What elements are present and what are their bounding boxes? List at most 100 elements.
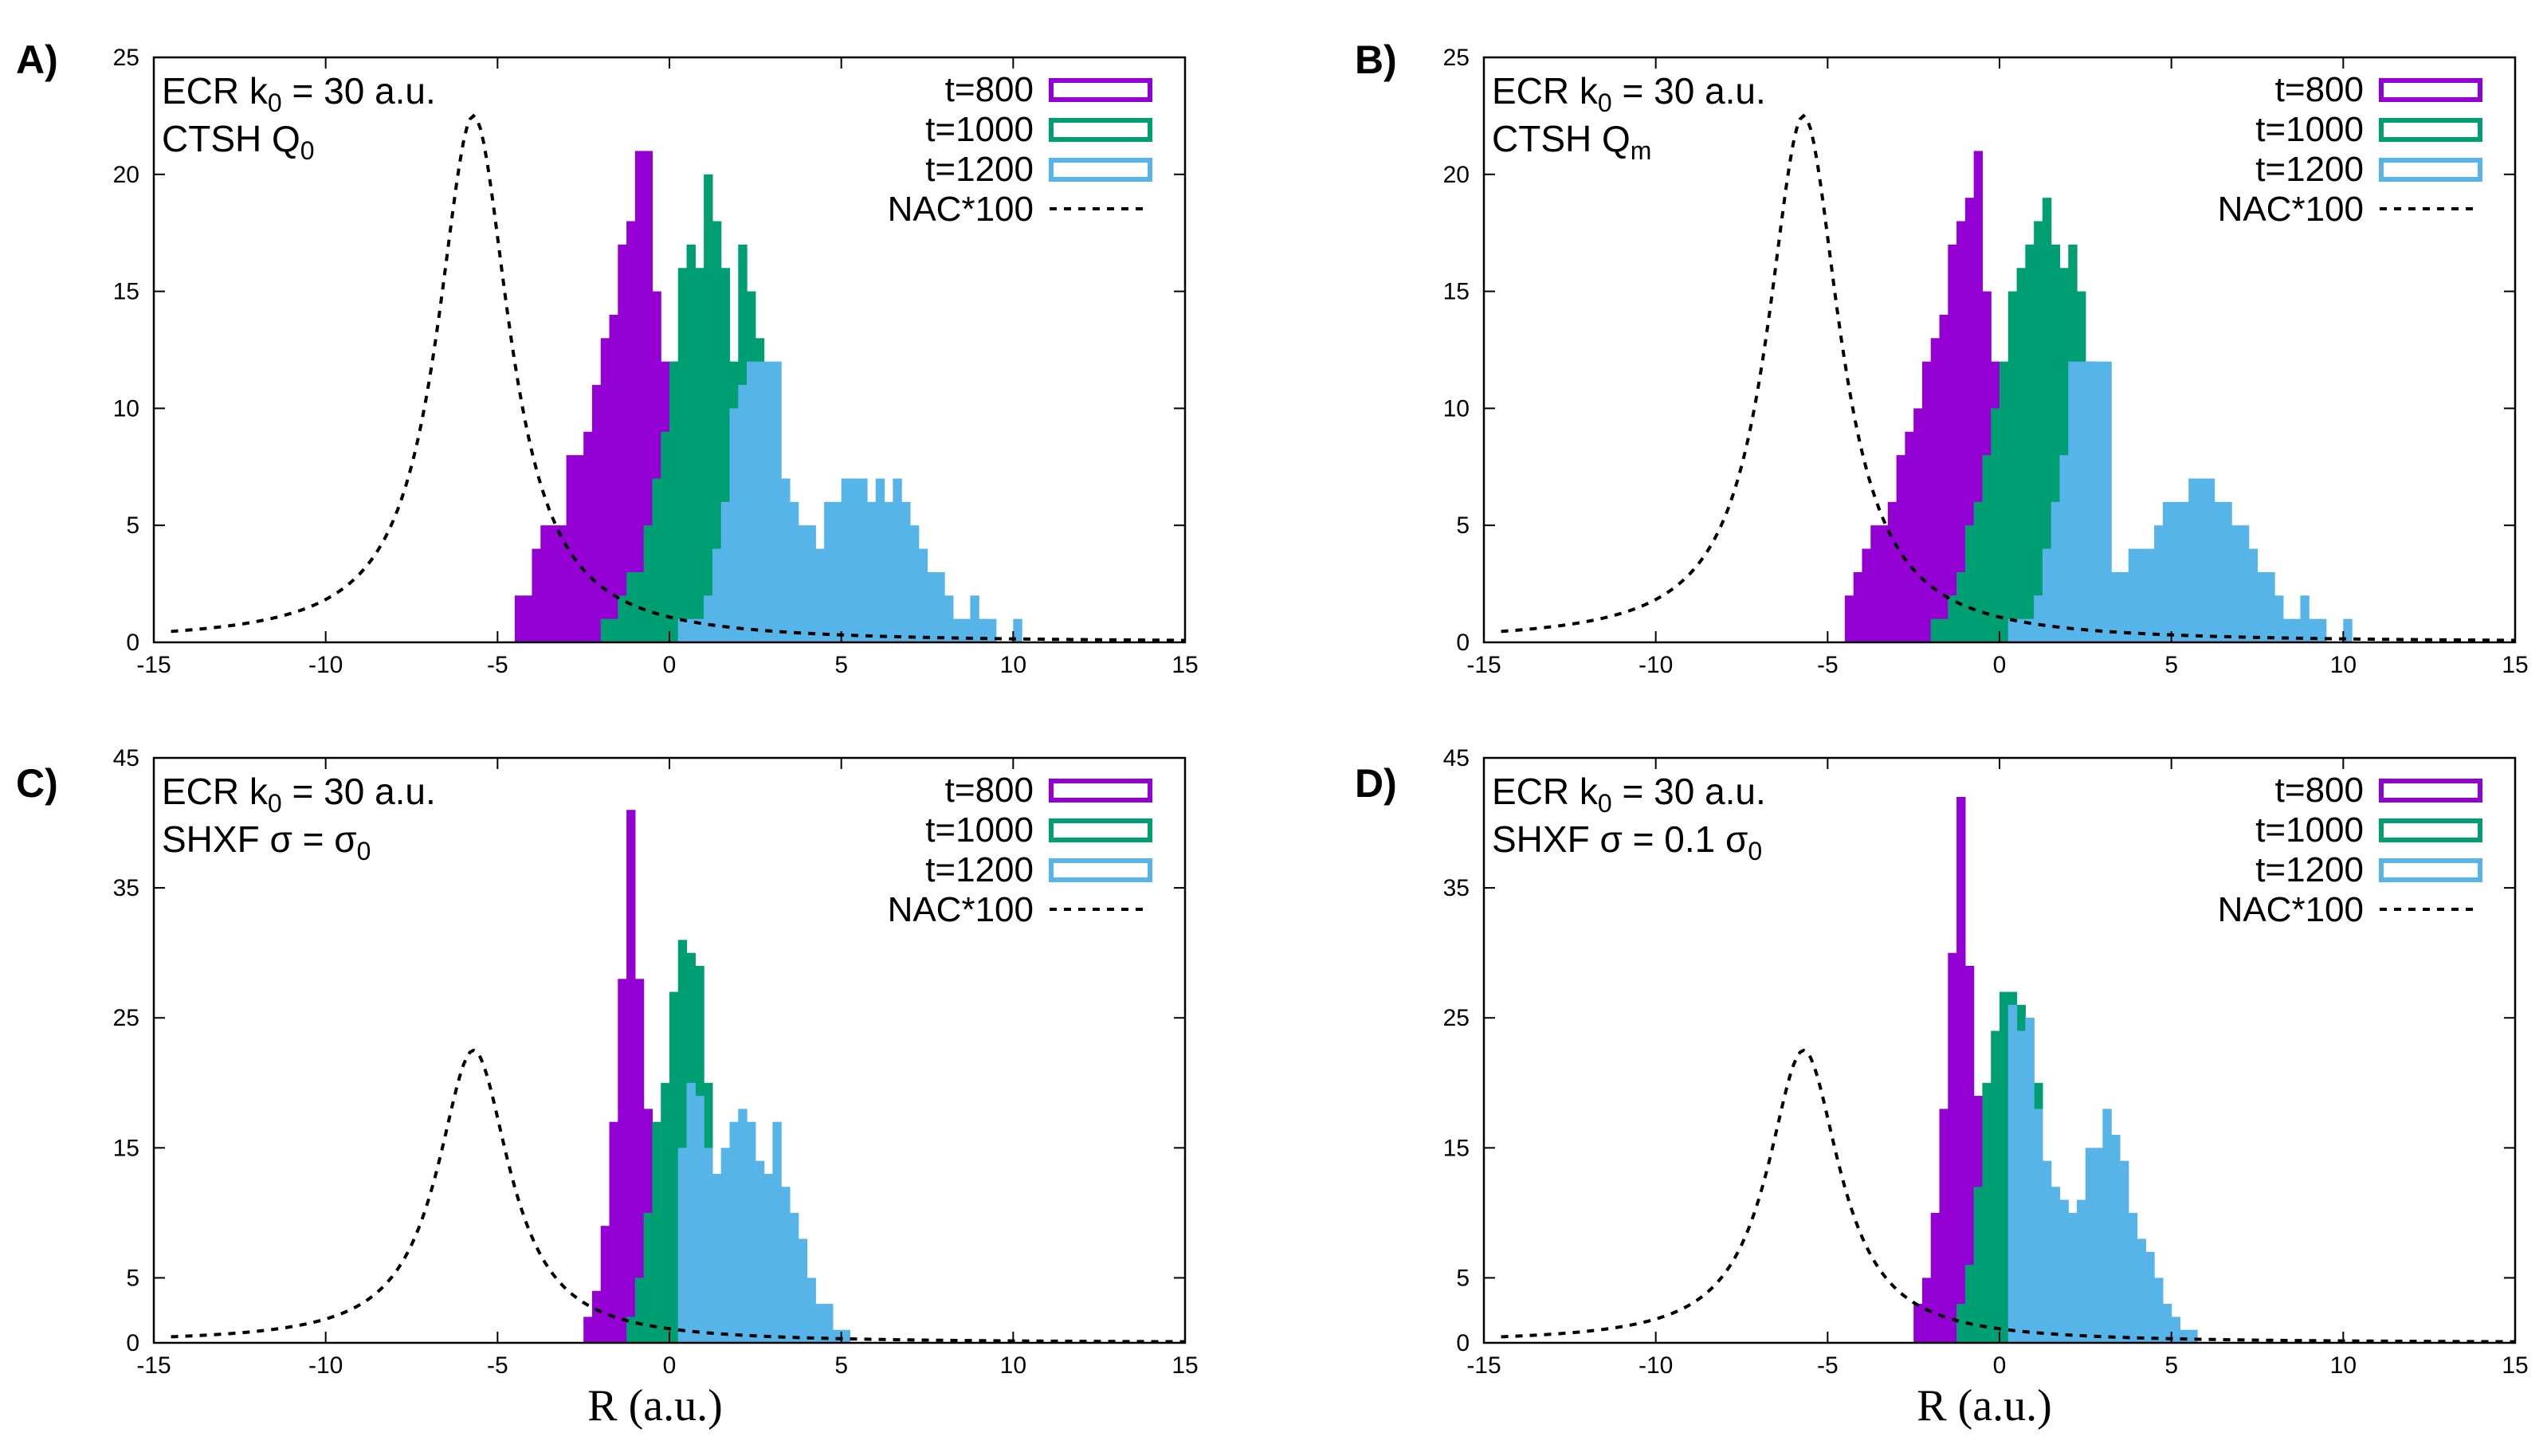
histogram-bar bbox=[2111, 571, 2121, 642]
histogram-bar bbox=[618, 979, 627, 1343]
series-t=1200 bbox=[677, 1082, 851, 1343]
histogram-bar bbox=[669, 991, 679, 1343]
series-t=1200 bbox=[677, 361, 1022, 642]
histogram-bar bbox=[2274, 595, 2284, 642]
histogram-bar bbox=[2007, 1004, 2018, 1343]
legend-swatch bbox=[1049, 858, 1152, 882]
y-tick-label: 15 bbox=[113, 1135, 139, 1161]
histogram-bar bbox=[2051, 1187, 2061, 1343]
legend-label: t=800 bbox=[945, 771, 1034, 810]
x-tick-label: -5 bbox=[487, 652, 508, 678]
y-tick-label: 0 bbox=[1456, 630, 1470, 656]
x-tick-label: 10 bbox=[2330, 1352, 2357, 1379]
histogram-bar bbox=[1939, 1109, 1949, 1343]
panel-letter: C) bbox=[16, 761, 58, 806]
legend-label: NAC*100 bbox=[2218, 190, 2364, 229]
histogram-bar bbox=[763, 361, 773, 642]
histogram-bar bbox=[2171, 1317, 2181, 1343]
x-tick-label: 10 bbox=[2330, 652, 2357, 678]
nac-curve bbox=[171, 113, 1186, 642]
histogram-bar bbox=[1913, 1304, 1923, 1343]
histogram-bar bbox=[652, 478, 661, 642]
histogram-bar bbox=[626, 571, 636, 642]
panel-d: D) -15 -10 -5 0 5 10 15 0 5 15 25 35 45 ECR k0 = 30 a.… bbox=[1355, 745, 2529, 1379]
histogram-bar bbox=[2000, 991, 2009, 1343]
histogram-bar bbox=[677, 940, 688, 1343]
x-tick-label: -15 bbox=[136, 1352, 171, 1379]
histogram-bar bbox=[875, 478, 885, 642]
annotation-line-2: SHXF σ = σ0 bbox=[162, 818, 371, 865]
legend-swatch bbox=[1049, 158, 1152, 182]
y-tick-label: 20 bbox=[113, 162, 139, 188]
histogram-bar bbox=[2000, 361, 2009, 642]
histogram-bar bbox=[2051, 501, 2061, 642]
histogram-bar bbox=[815, 1304, 825, 1343]
histogram-bar bbox=[540, 525, 550, 642]
x-tick-label: 5 bbox=[834, 652, 848, 678]
histogram-bar bbox=[1973, 501, 1984, 642]
annotation-line-2: SHXF σ = 0.1 σ0 bbox=[1492, 818, 1762, 865]
x-tick-label: 15 bbox=[1171, 1352, 1198, 1379]
annotation-line-2: CTSH Q0 bbox=[162, 118, 315, 165]
histogram-bar bbox=[634, 151, 645, 642]
y-tick-label: 15 bbox=[113, 279, 139, 305]
histogram-bar bbox=[609, 618, 618, 642]
histogram-bar bbox=[944, 595, 954, 642]
histogram-bar bbox=[2042, 548, 2052, 642]
histogram-bar bbox=[738, 1109, 748, 1343]
histogram-bar bbox=[952, 618, 963, 642]
histogram-bar bbox=[2025, 244, 2035, 642]
legend-swatch bbox=[2379, 858, 2482, 882]
histogram-bar bbox=[686, 618, 696, 642]
histogram-bar bbox=[961, 618, 971, 642]
histogram-bar bbox=[1905, 431, 1914, 642]
x-tick-label: -10 bbox=[308, 652, 343, 678]
panel-letter: B) bbox=[1355, 37, 1397, 82]
histogram-bar bbox=[523, 595, 533, 642]
histogram-bar bbox=[1991, 408, 2000, 642]
histogram-bar bbox=[712, 548, 722, 642]
histogram-bar bbox=[884, 501, 893, 642]
histogram-bar bbox=[936, 571, 945, 642]
annotation-line-1: ECR k0 = 30 a.u. bbox=[1492, 771, 1766, 818]
legend-swatch bbox=[1049, 818, 1152, 842]
x-tick-label: 0 bbox=[663, 652, 677, 678]
histogram-bar bbox=[549, 525, 559, 642]
y-tick-label: 35 bbox=[113, 875, 139, 901]
histogram-bar bbox=[643, 525, 653, 642]
histogram-bar bbox=[781, 478, 791, 642]
legend-swatch bbox=[2379, 158, 2482, 182]
histogram-bar bbox=[643, 1212, 653, 1343]
histogram-bar bbox=[781, 1187, 791, 1343]
histogram-bar bbox=[712, 221, 722, 642]
histogram-bar bbox=[798, 525, 808, 642]
histogram-bar bbox=[2197, 478, 2207, 642]
histogram-bar bbox=[2094, 361, 2103, 642]
x-tick-label: -10 bbox=[1638, 652, 1673, 678]
histogram-bar bbox=[704, 174, 713, 643]
histogram-bar bbox=[618, 244, 627, 642]
histogram-bar bbox=[643, 151, 653, 642]
legend-label: t=1200 bbox=[2255, 150, 2364, 189]
x-tick-label: -15 bbox=[1466, 652, 1501, 678]
histogram-bar bbox=[720, 268, 731, 642]
histogram-bar bbox=[2214, 501, 2223, 642]
histogram-bar bbox=[1930, 1212, 1941, 1343]
histogram-bar bbox=[2282, 618, 2293, 642]
histogram-bar bbox=[2180, 1329, 2189, 1343]
histogram-bar bbox=[1896, 455, 1905, 642]
histogram-bar bbox=[686, 244, 696, 642]
y-tick-label: 0 bbox=[126, 1330, 139, 1356]
x-tick-label: 0 bbox=[663, 1352, 677, 1379]
x-tick-label: -5 bbox=[1817, 652, 1839, 678]
y-tick-label: 5 bbox=[126, 512, 139, 539]
histogram-bar bbox=[686, 1082, 696, 1343]
histogram-bar bbox=[1973, 151, 1984, 642]
histogram-bar bbox=[987, 618, 997, 642]
histogram-bar bbox=[1853, 571, 1863, 642]
x-tick-label: -5 bbox=[1817, 1352, 1839, 1379]
histogram-bar bbox=[1956, 221, 1966, 642]
histogram-bar bbox=[566, 455, 575, 642]
histogram-bar bbox=[600, 1226, 610, 1343]
